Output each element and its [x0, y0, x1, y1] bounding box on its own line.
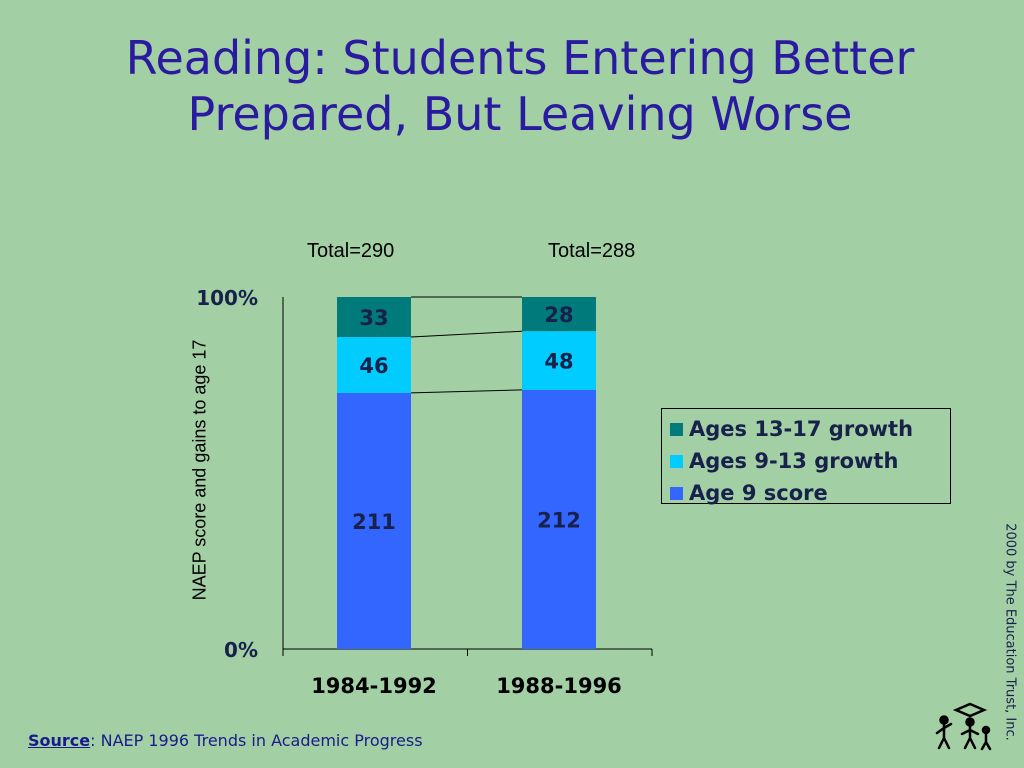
- data-label: 211: [352, 510, 396, 534]
- x-tick-label: 1988-1996: [496, 674, 622, 698]
- bar-segment: [337, 392, 411, 649]
- data-label: 48: [544, 350, 573, 374]
- y-tick-label: 0%: [224, 638, 258, 662]
- legend-swatch: [670, 422, 683, 436]
- legend-swatch: [670, 454, 683, 468]
- bar-segment: [522, 331, 596, 390]
- education-trust-logo-icon: [935, 702, 992, 751]
- series-line: [410, 330, 523, 338]
- data-label: 33: [359, 306, 388, 330]
- legend-item-age-9: Age 9 score: [670, 477, 950, 509]
- legend-item-ages-9-13: Ages 9-13 growth: [670, 445, 950, 477]
- series-line: [410, 389, 523, 394]
- y-axis-label: NAEP score and gains to age 17: [189, 339, 210, 601]
- source-note: Source: NAEP 1996 Trends in Academic Pro…: [28, 731, 423, 750]
- data-label: 28: [544, 303, 573, 327]
- legend-label: Ages 13-17 growth: [689, 417, 914, 441]
- x-tick-label: 1984-1992: [311, 674, 437, 698]
- legend-label: Age 9 score: [689, 481, 828, 505]
- bar-segment: [337, 337, 411, 393]
- chart-legend: Ages 13-17 growth Ages 9-13 growth Age 9…: [661, 408, 951, 505]
- bar-segment: [522, 389, 596, 649]
- data-label: 46: [359, 354, 388, 378]
- title-line-1: Reading: Students Entering Better: [125, 31, 915, 85]
- bar-segment: [522, 297, 596, 332]
- source-text: : NAEP 1996 Trends in Academic Progress: [90, 731, 423, 750]
- y-tick-label: 100%: [196, 286, 258, 310]
- bar-segment: [337, 297, 411, 338]
- copyright-text: 2000 by The Education Trust, Inc.: [1002, 523, 1018, 741]
- title-line-2: Prepared, But Leaving Worse: [187, 87, 853, 141]
- slide-title: Reading: Students Entering Better Prepar…: [40, 30, 1000, 142]
- total-label-2: Total=288: [548, 240, 636, 262]
- legend-label: Ages 9-13 growth: [689, 449, 899, 473]
- legend-swatch: [670, 486, 683, 500]
- total-label-1: Total=290: [307, 240, 395, 262]
- legend-item-ages-13-17: Ages 13-17 growth: [670, 413, 950, 445]
- data-label: 212: [537, 508, 581, 532]
- source-label: Source: [28, 731, 91, 750]
